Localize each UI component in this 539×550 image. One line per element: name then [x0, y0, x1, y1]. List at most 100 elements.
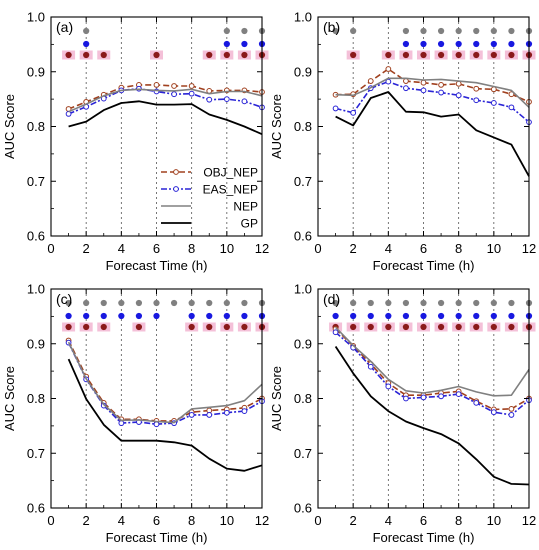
data-point-eas-nep: [385, 383, 392, 390]
x-axis-label: Forecast Time (h): [106, 530, 208, 545]
legend-label: OBJ_NEP: [203, 166, 258, 180]
y-tick-label: 1.0: [27, 10, 45, 25]
y-tick-label: 0.8: [27, 119, 45, 134]
series-line-eas-nep: [68, 87, 263, 115]
x-tick-label: 8: [455, 241, 462, 256]
data-point-eas-nep: [438, 393, 444, 400]
data-point-eas-nep: [171, 91, 177, 98]
y-tick-label: 0.7: [27, 446, 45, 461]
x-tick-label: 4: [385, 513, 392, 528]
x-tick-label: 0: [314, 513, 321, 528]
data-point-obj-nep: [508, 406, 515, 412]
y-tick-label: 0.6: [294, 229, 312, 244]
x-tick-label: 6: [153, 513, 160, 528]
data-point-eas-nep: [403, 395, 409, 402]
x-tick-label: 6: [420, 513, 427, 528]
data-point-eas-nep: [188, 412, 195, 418]
legend-label: GP: [241, 217, 258, 231]
significance-dot-blue: [367, 312, 374, 320]
x-axis-label: Forecast Time (h): [106, 258, 208, 273]
significance-dot-grey: [223, 27, 230, 35]
significance-dot-brown: [65, 51, 72, 59]
y-tick-label: 0.8: [27, 391, 45, 406]
significance-dot-blue: [241, 40, 248, 48]
significance-dot-blue: [490, 312, 497, 320]
panel-c: 0 2 4 6 8 10 12 0.6 0.7 0.8 0.9 1.0 Forecast Time (h…: [2, 282, 269, 546]
significance-dot-blue: [385, 312, 392, 320]
significance-dot-brown: [241, 51, 248, 59]
x-tick-label: 12: [255, 241, 269, 256]
significance-dot-blue: [437, 40, 445, 48]
x-tick-label: 8: [188, 513, 195, 528]
x-tick-label: 10: [220, 241, 234, 256]
legend-label: NEP: [233, 200, 258, 214]
significance-dot-grey: [490, 299, 497, 307]
data-point-eas-nep: [508, 104, 515, 111]
significance-dot-brown: [455, 323, 462, 331]
y-tick-label: 0.7: [294, 174, 312, 189]
series-line-obj-nep: [68, 84, 263, 110]
data-point-obj-nep: [385, 66, 392, 72]
significance-dot-brown: [241, 323, 248, 331]
x-tick-label: 10: [487, 241, 501, 256]
significance-dot-brown: [350, 323, 357, 331]
data-point-eas-nep: [508, 412, 515, 418]
series-line-obj-nep: [335, 68, 530, 103]
significance-dot-grey: [350, 27, 357, 35]
data-point-eas-nep: [403, 85, 409, 92]
significance-dot-brown: [420, 51, 427, 59]
significance-dot-blue: [420, 312, 427, 320]
panel-d: 0 2 4 6 8 10 12 0.6 0.7 0.8 0.9 1.0 Forecast Time (h…: [269, 282, 536, 546]
series-line-eas-nep: [67, 342, 263, 426]
significance-dot-blue: [402, 40, 410, 48]
panel-label: (b): [323, 19, 340, 35]
significance-dot-grey: [367, 299, 374, 307]
significance-dot-grey: [206, 299, 213, 307]
legend-label: EAS_NEP: [203, 183, 258, 197]
significance-dot-blue: [100, 312, 107, 320]
y-tick-label: 0.7: [294, 446, 312, 461]
data-point-eas-nep: [385, 78, 392, 85]
significance-dot-brown: [367, 323, 374, 331]
significance-dot-blue: [83, 40, 90, 48]
x-tick-label: 0: [47, 241, 54, 256]
data-point-obj-nep: [153, 81, 160, 88]
significance-dot-brown: [420, 323, 427, 331]
series-line-gp: [68, 100, 263, 136]
data-point-eas-nep: [473, 399, 480, 406]
significance-dot-grey: [100, 299, 107, 307]
significance-dot-grey: [508, 27, 515, 35]
y-tick-label: 0.9: [294, 336, 312, 351]
significance-dot-blue: [332, 312, 339, 320]
significance-dot-blue: [473, 40, 480, 48]
x-tick-label: 2: [350, 513, 357, 528]
significance-dot-brown: [402, 323, 410, 331]
significance-dot-grey: [188, 299, 195, 307]
significance-dot-brown: [83, 323, 90, 331]
significance-dot-brown: [402, 51, 410, 59]
data-point-eas-nep: [241, 408, 248, 414]
data-point-obj-nep: [171, 83, 177, 89]
significance-dot-brown: [65, 323, 72, 331]
y-tick-label: 0.7: [27, 174, 45, 189]
significance-dot-grey: [135, 299, 143, 307]
significance-dot-grey: [241, 299, 248, 307]
significance-dot-blue: [490, 40, 497, 48]
significance-dot-grey: [420, 299, 427, 307]
significance-dot-brown: [473, 51, 480, 59]
series-line-nep: [335, 77, 530, 108]
panel-a: 0 2 4 6 8 10 12 0.6 0.7 0.8 0.9 1.0 Forecast Time (h…: [2, 10, 269, 274]
data-point-obj-nep: [420, 79, 427, 86]
panel-label: (c): [56, 291, 72, 307]
significance-dot-brown: [508, 51, 515, 59]
significance-dot-grey: [473, 27, 480, 35]
significance-dot-grey: [65, 299, 72, 307]
significance-dot-blue: [65, 312, 72, 320]
significance-dot-blue: [508, 40, 515, 48]
significance-dot-blue: [83, 312, 90, 320]
significance-dot-brown: [83, 51, 90, 59]
y-axis-label: AUC Score: [269, 366, 284, 431]
y-tick-label: 0.9: [294, 64, 312, 79]
series-line-obj-nep: [335, 328, 530, 411]
legend-marker: [173, 169, 179, 175]
